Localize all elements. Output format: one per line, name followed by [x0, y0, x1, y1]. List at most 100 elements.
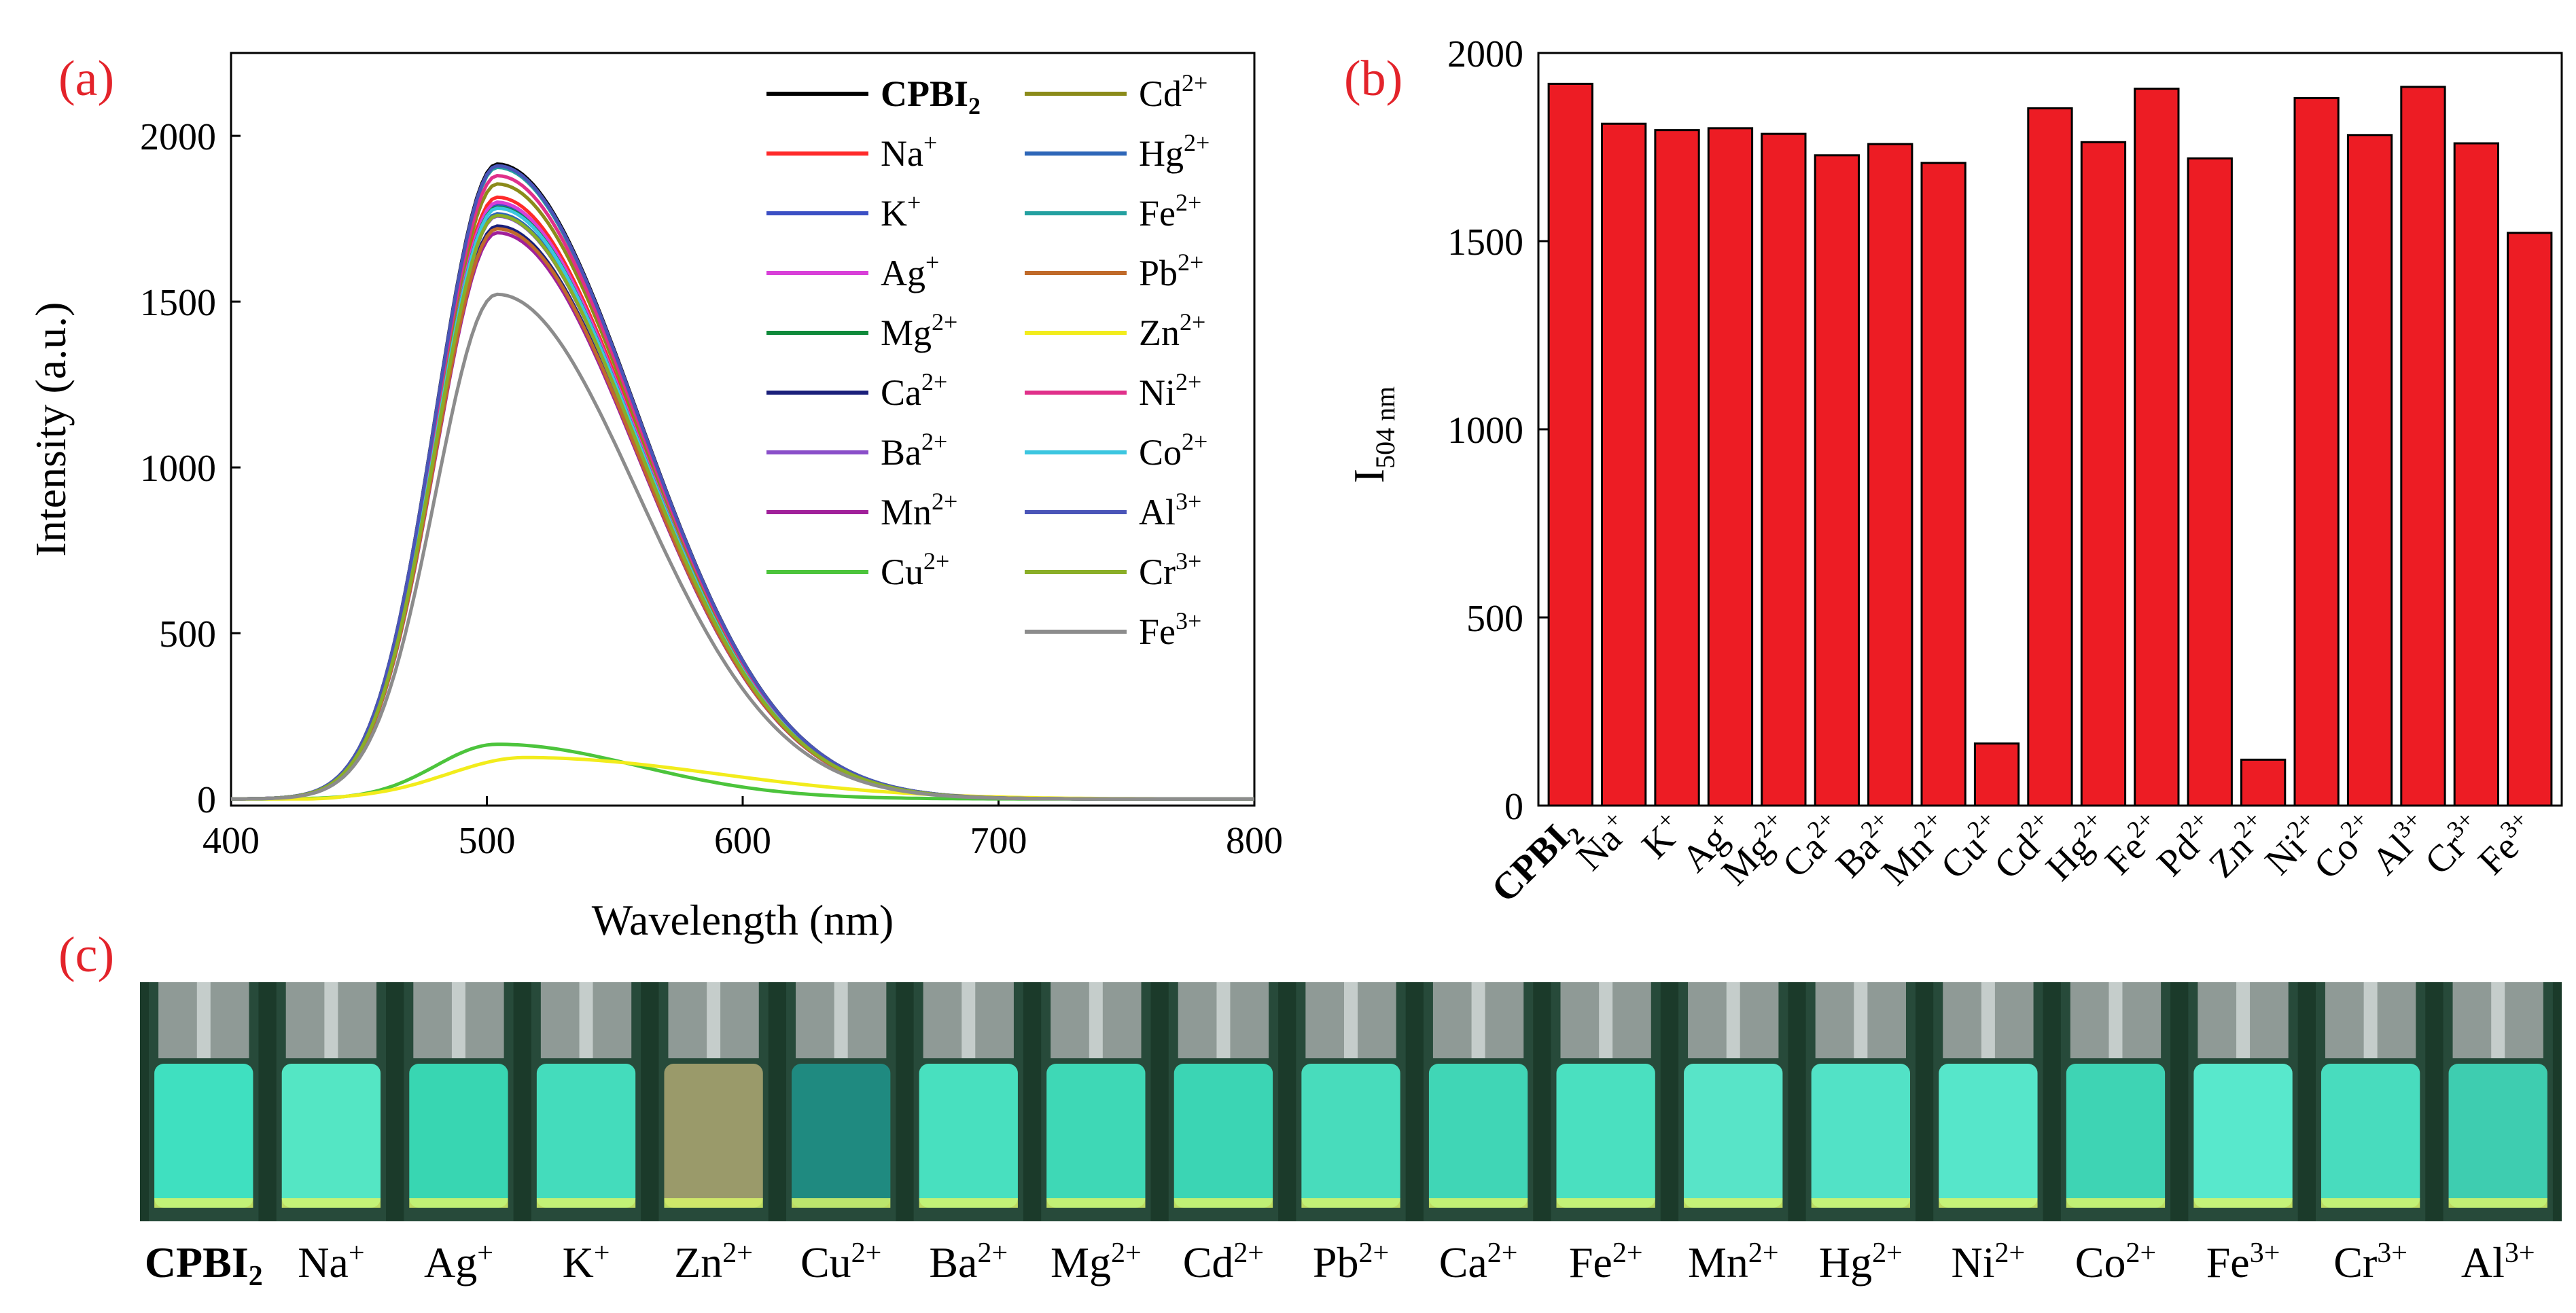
vial: [658, 982, 769, 1221]
vial: [786, 982, 896, 1221]
vial-base-glow: [409, 1198, 508, 1208]
vial-base-glow: [1301, 1198, 1400, 1208]
legend-label: Fe2+: [1139, 189, 1201, 234]
bar: [2080, 141, 2127, 807]
vial-label: Na+: [298, 1238, 364, 1287]
panel-a-y-tick-label: 1500: [140, 282, 216, 324]
panel-c-vial-photo: (c) CPBI2 Na+ Ag+ K+ Zn2+ Cu2+ Ba2+ Mg2+ Cd2+ Pb2…: [58, 927, 2562, 1292]
bar: [2027, 107, 2073, 807]
vial-liquid: [1174, 1064, 1273, 1208]
vial-label: Cd2+: [1183, 1238, 1264, 1287]
vial-liquid: [2193, 1064, 2293, 1208]
vial-cap-highlight: [1981, 982, 1995, 1058]
legend-label: Al3+: [1139, 488, 1201, 533]
vial-liquid: [154, 1064, 253, 1208]
panel-a-x-tick-label: 500: [459, 820, 516, 862]
bar: [1547, 82, 1593, 807]
bar: [2187, 157, 2233, 807]
panel-b-y-axis-label: I504 nm: [1345, 386, 1400, 483]
vial-label: Fe2+: [1569, 1238, 1643, 1287]
vial-base-glow: [919, 1198, 1018, 1208]
vial: [1168, 982, 1279, 1221]
bar: [1601, 122, 1647, 807]
vial-base-glow: [1939, 1198, 2038, 1208]
bar: [2240, 758, 2287, 807]
vial-cap-highlight: [451, 982, 465, 1058]
vial: [1678, 982, 1788, 1221]
panel-a-x-tick-label: 600: [714, 820, 771, 862]
vial-label: Mg2+: [1051, 1238, 1142, 1287]
vial-label: Al3+: [2461, 1238, 2535, 1287]
vial-cap-highlight: [1344, 982, 1358, 1058]
vial-cap-highlight: [1089, 982, 1103, 1058]
vial-liquid: [2066, 1064, 2166, 1208]
vial-cap-highlight: [1471, 982, 1485, 1058]
legend-label: Cd2+: [1139, 69, 1207, 114]
photo-vial-labels: CPBI2 Na+ Ag+ K+ Zn2+ Cu2+ Ba2+ Mg2+ Cd2+ Pb2+ Ca2…: [145, 1238, 2535, 1292]
panel-a-series-lines: [230, 162, 1254, 801]
vial-liquid: [536, 1064, 636, 1208]
vial-cap-highlight: [2109, 982, 2123, 1058]
vial-base-glow: [2321, 1198, 2420, 1208]
vial-base-glow: [154, 1198, 253, 1208]
legend-label: Ca2+: [881, 368, 947, 413]
vial-label: Cr3+: [2333, 1238, 2407, 1287]
vial-liquid: [1046, 1064, 1146, 1208]
vial-cap-highlight: [1726, 982, 1740, 1058]
vial: [1933, 982, 2043, 1221]
panel-a-y-tick-label: 0: [197, 779, 216, 821]
vial-liquid: [281, 1064, 381, 1208]
vial: [2188, 982, 2298, 1221]
vial-liquid: [1684, 1064, 1783, 1208]
vial-cap-highlight: [1599, 982, 1613, 1058]
vial-base-glow: [792, 1198, 891, 1208]
legend-label: Ba2+: [881, 428, 947, 473]
panel-b-label: (b): [1344, 51, 1402, 107]
vial-label: Co2+: [2075, 1238, 2156, 1287]
vial-cap-highlight: [834, 982, 848, 1058]
vial: [404, 982, 514, 1221]
vial: [149, 982, 259, 1221]
vial-liquid: [1556, 1064, 1655, 1208]
vial: [2060, 982, 2171, 1221]
panel-b-y-tick-label: 1000: [1447, 410, 1523, 452]
vial: [1423, 982, 1534, 1221]
panel-a-spectra-chart: 400 500 600 700 800 0 500 1000 1500 2000 CPBI2 Na+…: [27, 51, 1283, 944]
vial-liquid: [664, 1064, 763, 1208]
bar: [2453, 142, 2499, 807]
bar: [1814, 154, 1860, 807]
vial-base-glow: [1556, 1198, 1655, 1208]
vial-base-glow: [1428, 1198, 1528, 1208]
vial-base-glow: [2193, 1198, 2293, 1208]
legend-label: CPBI2: [881, 73, 981, 120]
vial-label: K+: [563, 1238, 610, 1287]
vial-cap-highlight: [1854, 982, 1868, 1058]
panel-a-legend: CPBI2 Na+ K+ Ag+ Mg2+ Ca2+ Ba2+ Mn2+ Cu2+ Cd2+ Hg2…: [766, 69, 1210, 652]
bar: [1707, 127, 1754, 807]
vial-base-glow: [1684, 1198, 1783, 1208]
vial-liquid: [409, 1064, 508, 1208]
vial: [1041, 982, 1151, 1221]
vial-cap-highlight: [324, 982, 338, 1058]
vial-liquid: [792, 1064, 891, 1208]
panel-b-y-tick-label: 0: [1504, 786, 1523, 828]
vial-liquid: [1811, 1064, 1910, 1208]
panel-c-label: (c): [58, 927, 114, 983]
legend-label: Fe3+: [1139, 607, 1201, 652]
panel-b-y-tick-label: 1500: [1447, 221, 1523, 264]
panel-a-series-line-fe3: [230, 292, 1254, 801]
panel-b-ticks: 0 500 1000 1500 2000: [1447, 33, 1548, 828]
vial-cap-highlight: [961, 982, 976, 1058]
bar: [2293, 97, 2340, 807]
vial-cap-highlight: [1216, 982, 1231, 1058]
panel-a-ticks: 400 500 600 700 800 0 500 1000 1500 2000: [140, 116, 1283, 862]
vial-cap-highlight: [707, 982, 721, 1058]
vial-label: Ba2+: [929, 1238, 1008, 1287]
vial-label: Hg2+: [1819, 1238, 1903, 1287]
vial: [276, 982, 387, 1221]
panel-b-y-tick-label: 500: [1466, 598, 1523, 640]
vial-cap-highlight: [579, 982, 593, 1058]
legend-label: Mn2+: [881, 488, 957, 533]
panel-b-bars: [1547, 82, 2553, 807]
vial-base-glow: [281, 1198, 381, 1208]
